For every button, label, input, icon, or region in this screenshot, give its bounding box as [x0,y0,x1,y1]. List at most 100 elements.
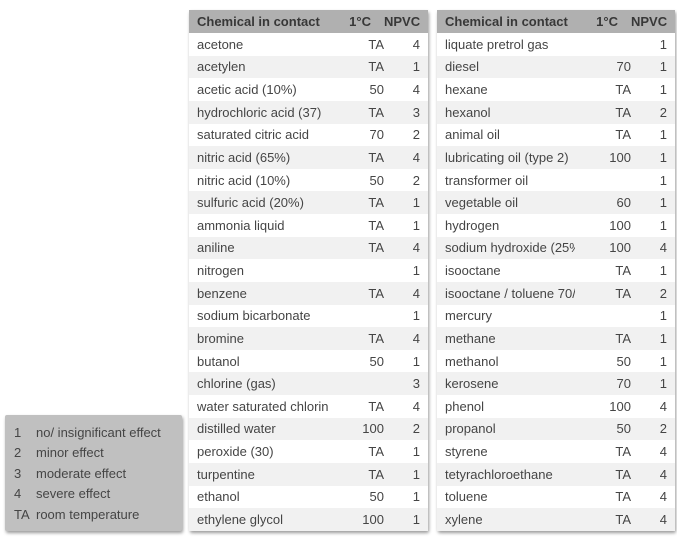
header-temperature: 1°C [596,14,618,29]
table-row: xylene TA 4 [437,508,675,531]
cell-npvc: 4 [412,240,420,256]
cell-chemical: propanol [445,421,496,437]
cell-temperature: TA [615,104,631,120]
cell-chemical: lubricating oil (type 2) [445,149,569,165]
table-row: isooctane TA 1 [437,259,675,282]
cell-temperature: 70 [369,127,384,143]
cell-chemical: sulfuric acid (20%) [197,195,304,211]
cell-chemical: ammonia liquid [197,217,285,233]
cell-npvc: 1 [659,263,667,279]
legend-label: no/ insignificant effect [36,424,161,440]
cell-chemical: water saturated chlorine [197,398,328,414]
table-row: saturated citric acid 70 2 [189,123,428,147]
table-row: butanol 50 1 [189,349,428,373]
cell-temperature: 70 [616,59,631,75]
header-chemical: Chemical in contact [197,14,320,29]
table-row: turpentine TA 1 [189,462,428,486]
chemical-table-right: Chemical in contact 1°C NPVC liquate pre… [437,10,675,531]
cell-npvc: 1 [412,489,420,505]
cell-npvc: 2 [659,104,667,120]
legend-label: room temperature [36,506,140,522]
cell-temperature: 50 [369,353,384,369]
cell-temperature: TA [368,59,384,75]
cell-npvc: 4 [659,398,667,414]
table-row: aniline TA 4 [189,236,428,260]
cell-npvc: 1 [659,353,667,369]
table-row: nitrogen 1 [189,259,428,282]
legend-item: TA room temperature [5,507,182,522]
cell-npvc: 1 [412,353,420,369]
table-row: phenol 100 4 [437,395,675,418]
cell-temperature: TA [615,444,631,460]
cell-chemical: hexane [445,82,488,98]
cell-chemical: benzene [197,285,247,301]
cell-npvc: 1 [659,59,667,75]
table-row: diesel 70 1 [437,55,675,79]
cell-chemical: ethanol [197,489,240,505]
table-row: tetyrachloroethane TA 4 [437,462,675,486]
cell-temperature: 100 [609,398,631,414]
cell-npvc: 1 [412,511,420,527]
table-row: animal oil TA 1 [437,123,675,147]
cell-chemical: acetic acid (10%) [197,82,297,98]
table-row: distilled water 100 2 [189,417,428,441]
cell-npvc: 1 [659,376,667,392]
cell-npvc: 3 [412,104,420,120]
cell-chemical: peroxide (30) [197,444,274,460]
cell-chemical: animal oil [445,127,500,143]
legend-label: minor effect [36,445,104,460]
cell-chemical: chlorine (gas) [197,376,276,392]
cell-chemical: methanol [445,353,499,369]
header-temperature: 1°C [349,14,371,29]
cell-temperature: TA [615,127,631,143]
legend-key: 3 [14,465,22,481]
chemical-table-left: Chemical in contact 1°C NPVC acetone TA … [189,10,428,531]
cell-npvc: 1 [659,308,667,324]
cell-npvc: 2 [412,127,420,143]
cell-chemical: nitric acid (65%) [197,149,291,165]
legend-item: 2 minor effect [5,445,182,460]
cell-npvc: 4 [412,330,420,346]
cell-chemical: nitric acid (10%) [197,172,291,188]
table-row: methanol 50 1 [437,349,675,373]
cell-npvc: 4 [412,398,420,414]
cell-temperature: TA [615,330,631,346]
table-row: hexane TA 1 [437,78,675,101]
table-row: water saturated chlorine TA 4 [189,395,428,418]
cell-temperature: TA [368,36,384,52]
cell-npvc: 4 [412,82,420,98]
cell-temperature: TA [368,240,384,256]
cell-chemical: saturated citric acid [197,127,309,143]
table-row: hydrogen 100 1 [437,214,675,237]
cell-chemical: sodium hydroxide (25%) [445,240,575,256]
table-row: acetic acid (10%) 50 4 [189,78,428,101]
cell-npvc: 2 [412,421,420,437]
cell-chemical: isooctane / toluene 70/30 [445,285,575,301]
cell-npvc: 4 [412,149,420,165]
cell-npvc: 4 [412,36,420,52]
legend-key: 4 [14,486,22,501]
cell-temperature: TA [615,489,631,505]
cell-chemical: isooctane [445,263,501,279]
effect-legend: 1 no/ insignificant effect 2 minor effec… [5,415,182,531]
table-row: liquate pretrol gas 1 [437,33,675,56]
table-row: lubricating oil (type 2) 100 1 [437,146,675,169]
table-body: acetone TA 4 acetylen TA 1 acetic acid (… [189,33,428,531]
cell-temperature: TA [615,511,631,527]
cell-chemical: hydrochloric acid (37) [197,104,322,120]
cell-npvc: 4 [659,511,667,527]
table-row: nitric acid (10%) 50 2 [189,168,428,192]
table-row: ethanol 50 1 [189,485,428,509]
table-row: sulfuric acid (20%) TA 1 [189,191,428,214]
cell-chemical: hydrogen [445,217,500,233]
cell-chemical: xylene [445,511,483,527]
cell-temperature: TA [368,466,384,482]
cell-temperature: 70 [616,376,631,392]
cell-npvc: 2 [412,172,420,188]
cell-chemical: diesel [445,59,479,75]
cell-temperature: TA [368,104,384,120]
cell-npvc: 2 [659,421,667,437]
table-row: isooctane / toluene 70/30 TA 2 [437,281,675,305]
legend-label: moderate effect [36,465,127,481]
